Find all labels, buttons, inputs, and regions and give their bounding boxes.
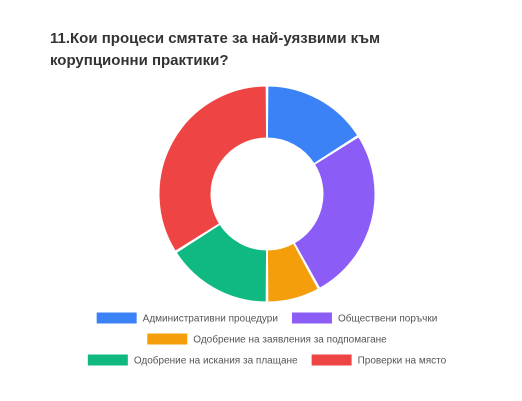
legend-label-1: Административни процедури [143,314,278,325]
legend-swatch-5 [311,354,352,366]
donut-slice-2[interactable] [293,136,376,289]
legend-swatch-2 [291,312,332,324]
legend-label-3: Одобрение на заявления за подпомагане [193,334,387,346]
legend-label-2: Обществени поръчки [338,313,437,325]
legend-item-2[interactable]: Обществени поръчки [291,312,437,325]
donut-slice-5[interactable] [158,85,268,252]
legend-item-3[interactable]: Одобрение на заявления за подпомагане [147,333,387,346]
legend-swatch-3 [147,333,188,345]
legend-item-5[interactable]: Проверки на място [311,354,447,367]
legend-label-4: Одобрение на искания за плащане [134,355,298,367]
chart-title: 11.Кои процеси смятате за най-уязвими къ… [50,30,381,69]
donut-slices [158,85,376,303]
chart-legend: Административни процедури Обществени поръ… [87,312,447,367]
legend-label-5: Проверки на място [358,356,447,367]
legend-item-1[interactable]: Административни процедури [96,312,278,325]
legend-swatch-4 [87,354,128,366]
donut-slice-3[interactable] [266,242,319,303]
legend-item-4[interactable]: Одобрение на искания за плащане [87,354,298,367]
donut-slice-4[interactable] [175,223,268,303]
donut-slice-1[interactable] [266,85,359,165]
legend-swatch-1 [96,312,137,324]
